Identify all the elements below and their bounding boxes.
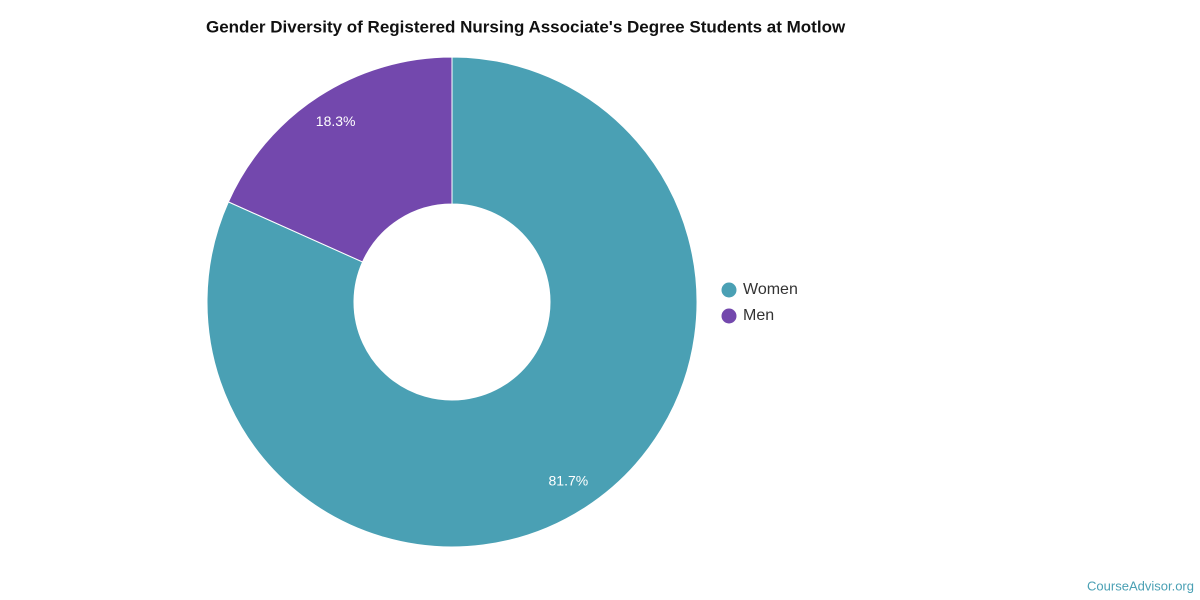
legend-marker <box>721 308 737 324</box>
legend-label: Women <box>743 281 798 298</box>
credit: CourseAdvisor.org <box>1087 578 1194 593</box>
value-label: 81.7% <box>549 472 589 488</box>
legend-label: Men <box>743 307 774 324</box>
chart-title: Gender Diversity of Registered Nursing A… <box>206 17 846 36</box>
slice <box>227 56 453 263</box>
slice <box>206 56 698 548</box>
value-label: 18.3% <box>316 113 356 129</box>
legend-marker <box>721 282 737 298</box>
